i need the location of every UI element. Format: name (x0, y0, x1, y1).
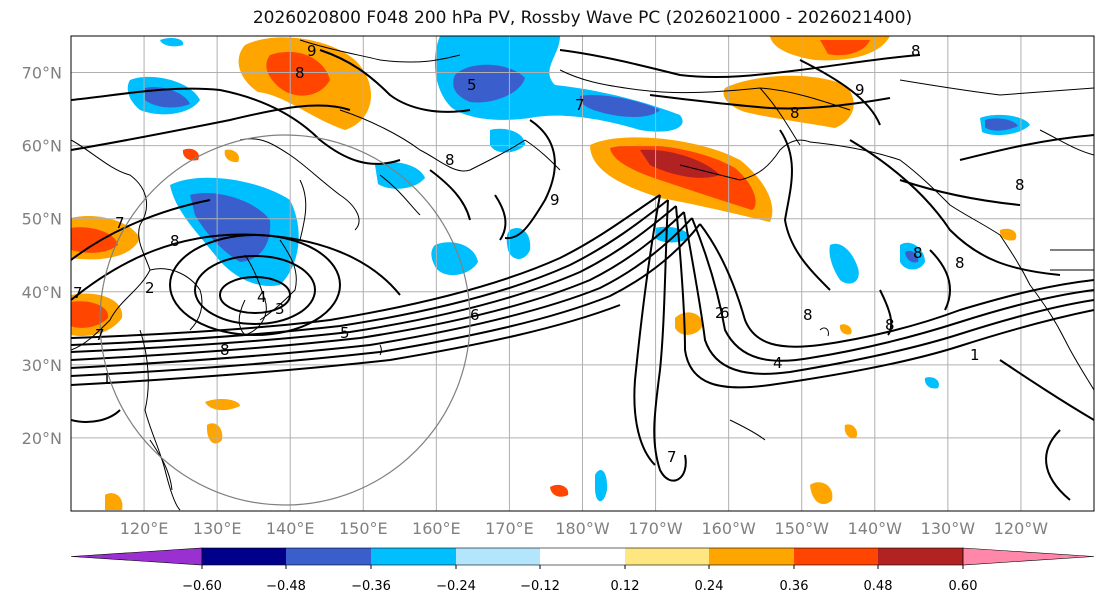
longitude-label: 160°W (701, 519, 756, 538)
contour-label: 8 (911, 42, 921, 60)
longitude-label: 170°E (485, 519, 534, 538)
negative-anomaly (453, 64, 525, 103)
page-title: 2026020800 F048 200 hPa PV, Rossby Wave … (252, 8, 913, 28)
longitude-label: 120°W (994, 519, 1049, 538)
map-frame (70, 35, 1095, 512)
contour-label: 4 (257, 288, 267, 306)
latitude-label: 70°N (22, 64, 62, 83)
negative-anomaly (190, 192, 271, 262)
longitude-label: 150°E (339, 519, 388, 538)
positive-anomaly (182, 148, 199, 161)
latitude-label: 20°N (22, 429, 62, 448)
contour-label: 8 (1015, 176, 1025, 194)
latitude-label: 60°N (22, 137, 62, 156)
negative-anomaly (905, 250, 919, 263)
negative-anomaly (145, 86, 190, 108)
contour-label: 8 (295, 64, 305, 82)
contour-label: 7 (95, 326, 105, 344)
positive-anomaly (71, 227, 118, 253)
contour-label: 1 (970, 346, 980, 364)
negative-anomaly (506, 228, 531, 259)
positive-anomaly (224, 149, 239, 163)
negative-anomaly (829, 243, 859, 284)
positive-anomaly (205, 399, 240, 411)
contour-label: 8 (790, 104, 800, 122)
coastlines (71, 39, 1094, 511)
latitude-labels: 70°N 60°N 50°N 40°N 30°N 20°N (22, 64, 62, 448)
range-circle (99, 134, 471, 506)
contour-label: 8 (803, 306, 813, 324)
contour-label: 2 (715, 304, 725, 322)
latitude-label: 30°N (22, 356, 62, 375)
longitude-label: 140°E (266, 519, 315, 538)
positive-anomaly (839, 324, 852, 335)
contour-label: 7 (575, 96, 585, 114)
contour-label: 8 (885, 316, 895, 334)
contour-label: 9 (855, 81, 865, 99)
contour-label: 9 (307, 42, 317, 60)
longitude-label: 130°W (921, 519, 976, 538)
longitude-label: 120°E (120, 519, 169, 538)
contour-label: 8 (913, 244, 923, 262)
latitude-label: 40°N (22, 283, 62, 302)
contour-label: 7 (115, 214, 125, 232)
positive-anomaly (820, 40, 870, 56)
contour-label: 6 (470, 306, 480, 324)
contour-label: 6 (720, 304, 730, 322)
contour-label: 8 (955, 254, 965, 272)
contour-label: 5 (340, 324, 350, 342)
contour-label: 1 (102, 370, 112, 388)
contour-label: 7 (667, 448, 677, 466)
positive-anomaly (675, 312, 703, 335)
positive-anomaly (550, 484, 569, 497)
positive-anomaly (610, 144, 756, 210)
longitude-label: 150°W (775, 519, 830, 538)
contour-label: 7 (73, 284, 83, 302)
longitude-label: 160°E (412, 519, 461, 538)
positive-anomaly (640, 149, 720, 178)
negative-anomaly (431, 242, 478, 276)
contour-label: 8 (170, 232, 180, 250)
contour-label: 4 (773, 354, 783, 372)
negative-anomaly (160, 37, 184, 47)
latitude-label: 50°N (22, 210, 62, 229)
positive-anomaly (810, 482, 833, 505)
positive-anomaly (266, 51, 330, 96)
negative-anomaly (595, 470, 608, 502)
longitude-label: 140°W (848, 519, 903, 538)
negative-anomaly (490, 128, 525, 153)
negative-anomaly (579, 94, 660, 117)
positive-anomaly (844, 424, 858, 439)
longitude-label: 170°W (628, 519, 683, 538)
contour-label: 3 (275, 300, 285, 318)
pv-anomaly-shading (71, 36, 1030, 510)
longitude-labels: 120°E 130°E 140°E 150°E 160°E 170°E 180°W 170°W… (120, 519, 1049, 538)
longitude-label: 180°W (555, 519, 610, 538)
contour-label: 9 (550, 191, 560, 209)
contour-label: 8 (220, 341, 230, 359)
contour-label: 8 (445, 151, 455, 169)
pv-contours (71, 49, 1094, 501)
longitude-label: 130°E (193, 519, 242, 538)
positive-anomaly (71, 301, 109, 328)
map-gridlines (71, 36, 1094, 511)
negative-anomaly (985, 118, 1018, 131)
negative-anomaly (924, 377, 939, 389)
positive-anomaly (206, 423, 223, 444)
positive-anomaly (999, 228, 1017, 241)
positive-anomaly (105, 493, 123, 510)
contour-label: 5 (467, 76, 477, 94)
contour-label: 2 (145, 279, 155, 297)
